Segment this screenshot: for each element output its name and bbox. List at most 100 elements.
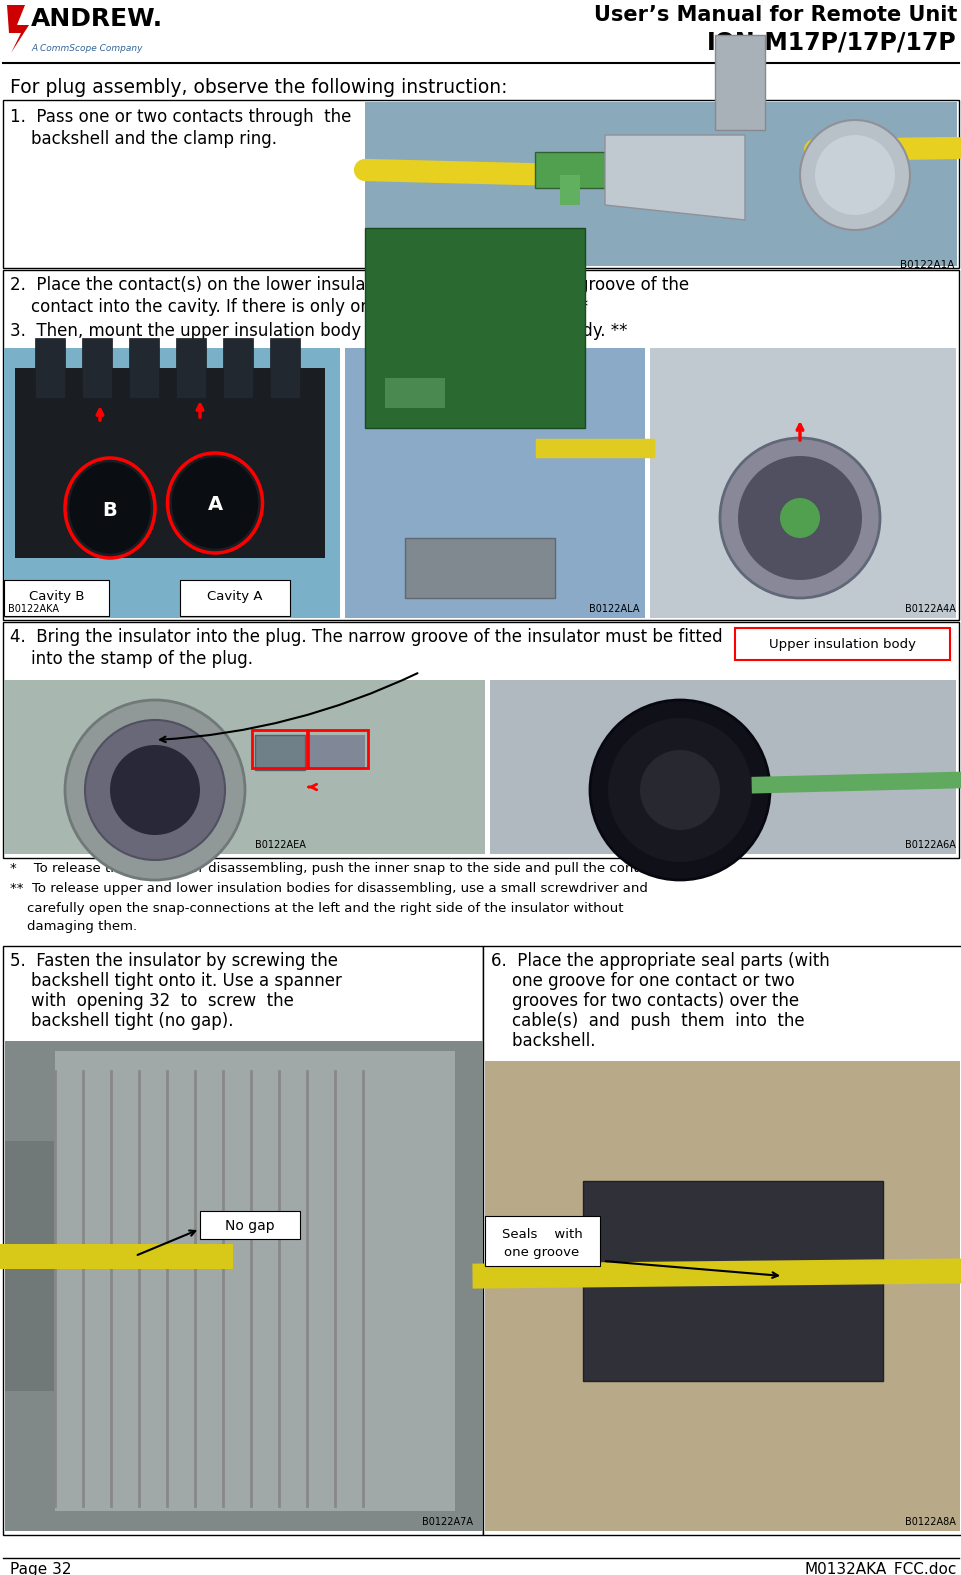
Bar xyxy=(405,539,554,598)
Bar xyxy=(5,1041,482,1531)
Circle shape xyxy=(65,699,245,880)
Text: Cavity B: Cavity B xyxy=(29,591,85,603)
Text: 2.  Place the contact(s) on the lower insulation body by pushing the groove of t: 2. Place the contact(s) on the lower ins… xyxy=(10,276,688,295)
Circle shape xyxy=(607,718,752,862)
Circle shape xyxy=(800,120,909,230)
Bar xyxy=(482,947,961,1536)
Circle shape xyxy=(85,720,225,860)
Circle shape xyxy=(779,498,819,539)
Text: 5.  Fasten the insulator by screwing the: 5. Fasten the insulator by screwing the xyxy=(10,951,337,970)
Text: ION-M17P/17P/17P: ION-M17P/17P/17P xyxy=(706,30,956,54)
Bar xyxy=(3,269,958,621)
Text: 1.  Pass one or two contacts through  the: 1. Pass one or two contacts through the xyxy=(10,109,351,126)
Text: A CommScope Company: A CommScope Company xyxy=(31,44,142,54)
Text: B0122A7A: B0122A7A xyxy=(422,1517,473,1528)
Text: with  opening 32  to  screw  the: with opening 32 to screw the xyxy=(10,992,293,1010)
Text: be used. *: be used. * xyxy=(497,298,587,317)
Bar xyxy=(4,348,339,617)
Bar xyxy=(534,153,604,187)
Text: cable(s)  and  push  them  into  the: cable(s) and push them into the xyxy=(490,1013,803,1030)
Ellipse shape xyxy=(172,458,258,548)
Circle shape xyxy=(737,457,861,580)
Bar xyxy=(3,947,482,1536)
Bar xyxy=(559,175,579,205)
Bar xyxy=(3,99,958,268)
Text: B0122AKA: B0122AKA xyxy=(8,603,59,614)
Text: carefully open the snap-connections at the left and the right side of the insula: carefully open the snap-connections at t… xyxy=(10,902,623,915)
Text: B0122ALA: B0122ALA xyxy=(589,603,639,614)
Text: B0122A4A: B0122A4A xyxy=(904,603,955,614)
Text: into the stamp of the plug.: into the stamp of the plug. xyxy=(10,650,253,668)
Bar xyxy=(5,1041,482,1531)
Text: 4.  Bring the insulator into the plug. The narrow groove of the insulator must b: 4. Bring the insulator into the plug. Th… xyxy=(10,628,722,646)
Text: backshell and the clamp ring.: backshell and the clamp ring. xyxy=(10,131,277,148)
Text: A: A xyxy=(208,496,222,515)
Bar xyxy=(129,339,159,398)
Bar xyxy=(4,348,339,617)
Bar xyxy=(734,628,949,660)
Text: damaging them.: damaging them. xyxy=(10,920,137,932)
Text: backshell.: backshell. xyxy=(490,1032,595,1051)
Bar xyxy=(489,680,955,854)
Bar xyxy=(484,1216,600,1266)
Text: User’s Manual for Remote Unit: User’s Manual for Remote Unit xyxy=(593,5,956,25)
Text: M0132AKA_FCC.doc: M0132AKA_FCC.doc xyxy=(803,1562,956,1575)
Bar xyxy=(4,348,339,617)
Polygon shape xyxy=(7,5,29,54)
Bar xyxy=(364,102,956,266)
Text: must: must xyxy=(465,298,512,317)
Text: 6.  Place the appropriate seal parts (with: 6. Place the appropriate seal parts (wit… xyxy=(490,951,829,970)
Bar xyxy=(180,580,289,616)
Text: B0122A1A: B0122A1A xyxy=(899,260,953,269)
Bar xyxy=(223,339,253,398)
Text: Page 32: Page 32 xyxy=(10,1562,71,1575)
Bar xyxy=(484,1062,959,1531)
Bar xyxy=(364,228,584,428)
Text: B0122A8A: B0122A8A xyxy=(904,1517,955,1528)
Text: contact into the cavity. If there is only one contact, cavity A: contact into the cavity. If there is onl… xyxy=(10,298,530,317)
Bar xyxy=(176,339,206,398)
Bar xyxy=(200,1211,300,1240)
Text: 3.  Then, mount the upper insulation body on the lower insulation body. **: 3. Then, mount the upper insulation body… xyxy=(10,321,627,340)
Bar xyxy=(4,580,109,616)
Bar xyxy=(35,339,65,398)
Bar xyxy=(252,729,307,769)
Bar xyxy=(345,348,644,617)
Text: Cavity A: Cavity A xyxy=(207,591,262,603)
Bar xyxy=(714,35,764,131)
Text: Seals    with: Seals with xyxy=(501,1228,581,1241)
Text: grooves for two contacts) over the: grooves for two contacts) over the xyxy=(490,992,799,1010)
Bar xyxy=(270,339,300,398)
Bar xyxy=(15,369,325,558)
Bar xyxy=(255,736,305,770)
Text: B0122A6A: B0122A6A xyxy=(904,839,955,850)
Bar xyxy=(582,1181,882,1381)
Text: backshell tight onto it. Use a spanner: backshell tight onto it. Use a spanner xyxy=(10,972,341,991)
Text: B0122AEA: B0122AEA xyxy=(255,839,306,850)
Circle shape xyxy=(589,699,769,880)
Text: No gap: No gap xyxy=(225,1219,275,1233)
Text: backshell tight (no gap).: backshell tight (no gap). xyxy=(10,1013,234,1030)
Circle shape xyxy=(639,750,719,830)
Bar xyxy=(82,339,111,398)
Bar xyxy=(3,0,183,61)
Bar xyxy=(308,729,368,769)
Text: *    To release the contact for disassembling, push the inner snap to the side a: * To release the contact for disassembli… xyxy=(10,862,689,876)
Text: **  To release upper and lower insulation bodies for disassembling, use a small : ** To release upper and lower insulation… xyxy=(10,882,647,895)
Bar xyxy=(0,0,961,65)
Text: B: B xyxy=(103,501,117,520)
Bar xyxy=(384,378,445,408)
Bar xyxy=(55,1051,455,1510)
Circle shape xyxy=(814,135,894,216)
Bar xyxy=(484,1062,959,1531)
Ellipse shape xyxy=(70,463,150,553)
Text: Upper insulation body: Upper insulation body xyxy=(769,638,916,650)
Text: one groove for one contact or two: one groove for one contact or two xyxy=(490,972,794,991)
Text: ANDREW.: ANDREW. xyxy=(31,6,163,32)
Bar xyxy=(650,348,955,617)
Bar xyxy=(4,680,484,854)
Text: one groove: one groove xyxy=(504,1246,579,1258)
Bar xyxy=(3,622,958,858)
Circle shape xyxy=(110,745,200,835)
Text: For plug assembly, observe the following instruction:: For plug assembly, observe the following… xyxy=(10,79,507,98)
